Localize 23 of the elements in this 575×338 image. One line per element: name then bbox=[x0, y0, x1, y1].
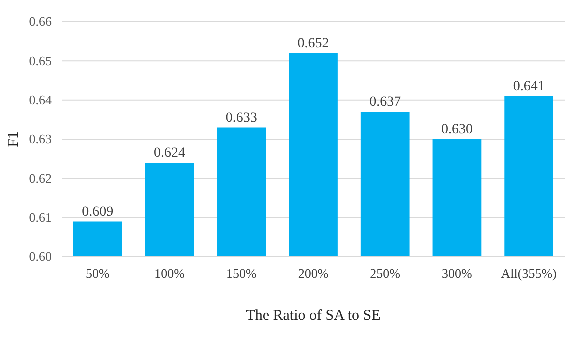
y-tick-label: 0.64 bbox=[29, 92, 52, 108]
x-tick-label: 100% bbox=[154, 266, 186, 282]
data-label: 0.624 bbox=[154, 146, 186, 161]
data-label: 0.652 bbox=[298, 36, 330, 52]
y-tick-label: 0.65 bbox=[29, 53, 52, 68]
x-tick-label: 150% bbox=[226, 266, 257, 282]
x-tick-label: 250% bbox=[370, 266, 401, 282]
x-tick-label: 200% bbox=[298, 266, 329, 282]
x-tick-label: 50% bbox=[86, 266, 110, 282]
x-axis-title: The Ratio of SA to SE bbox=[246, 308, 381, 324]
data-label: 0.633 bbox=[226, 110, 258, 126]
y-tick-label: 0.63 bbox=[29, 132, 52, 147]
data-label: 0.641 bbox=[513, 79, 545, 94]
x-tick-label: All(355%) bbox=[501, 266, 557, 282]
data-label: 0.630 bbox=[441, 122, 473, 138]
y-axis-title: F1 bbox=[6, 132, 22, 148]
data-label: 0.609 bbox=[82, 204, 114, 220]
x-tick-label: 300% bbox=[442, 266, 473, 282]
y-tick-label: 0.62 bbox=[29, 170, 52, 186]
data-label: 0.637 bbox=[370, 95, 402, 110]
y-tick-label: 0.66 bbox=[29, 14, 52, 30]
y-tick-label: 0.61 bbox=[29, 210, 52, 225]
y-tick-label: 0.60 bbox=[29, 249, 52, 264]
